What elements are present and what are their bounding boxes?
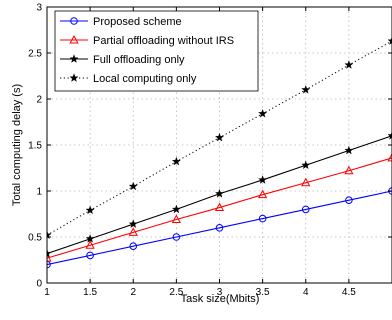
data-point-circle xyxy=(301,205,310,214)
series-2 xyxy=(47,152,392,262)
data-point-star xyxy=(387,131,392,140)
data-point-star xyxy=(85,205,95,215)
data-point-triangle xyxy=(47,253,52,262)
data-point-triangle xyxy=(257,189,268,199)
data-point-star xyxy=(171,156,181,166)
series-1 xyxy=(47,187,392,269)
y-tick-label: 0.5 xyxy=(28,233,42,244)
data-point-circle xyxy=(345,196,353,204)
y-tick-label: 1.5 xyxy=(28,141,42,152)
data-point-star xyxy=(214,132,225,142)
series-line xyxy=(47,190,392,266)
legend-label: Local computing only xyxy=(93,73,197,85)
data-point-star xyxy=(69,73,79,82)
x-tick-label: 3 xyxy=(217,287,223,298)
data-point-star xyxy=(258,175,268,184)
data-point-star xyxy=(344,145,354,155)
data-point-star xyxy=(69,54,79,63)
x-tick-label: 4 xyxy=(303,287,309,298)
data-point-star xyxy=(258,108,268,118)
data-point-triangle xyxy=(85,240,95,249)
legend: Proposed scheme Partial offloading withou… xyxy=(54,10,259,92)
series-layer xyxy=(47,36,392,269)
legend-label: Partial offloading without IRS xyxy=(93,35,234,47)
y-tick-label: 3 xyxy=(36,3,42,14)
data-point-circle xyxy=(172,233,181,241)
data-point-circle xyxy=(258,214,267,223)
data-point-triangle xyxy=(344,165,354,175)
x-axis-title: Task size(Mbits) xyxy=(181,293,260,305)
legend-item: Proposed scheme xyxy=(60,16,182,28)
data-point-triangle xyxy=(171,214,182,224)
legend-label: Full offloading only xyxy=(93,54,185,66)
y-tick-label: 0 xyxy=(36,279,42,290)
data-point-triangle xyxy=(301,177,311,187)
data-point-star xyxy=(387,36,392,45)
x-tick-label: 2.5 xyxy=(169,287,183,298)
y-axis-title: Total computing delay (s) xyxy=(11,84,23,206)
series-4 xyxy=(47,36,392,240)
data-point-star xyxy=(301,160,311,170)
data-point-triangle xyxy=(128,227,138,236)
data-point-triangle xyxy=(214,202,225,212)
data-point-star xyxy=(128,219,138,229)
series-3 xyxy=(47,131,392,258)
x-tick-label: 2 xyxy=(130,287,136,298)
data-point-triangle xyxy=(69,34,79,44)
data-point-star xyxy=(301,85,311,94)
axis-ticks: 1 1.5 2 2.5 3 3.5 4 4.5 0 0.5 1 1.5 2 2.5 3 xyxy=(28,3,392,298)
x-tick-label: 4.5 xyxy=(342,287,356,298)
legend-label: Proposed scheme xyxy=(93,16,182,28)
data-point-star xyxy=(214,188,225,198)
data-point-circle xyxy=(86,251,94,260)
data-point-circle xyxy=(129,242,138,250)
x-tick-label: 3.5 xyxy=(256,287,270,298)
data-point-star xyxy=(128,181,138,191)
y-tick-label: 1 xyxy=(36,187,42,198)
x-tick-label: 1.5 xyxy=(83,287,97,298)
legend-item: Local computing only xyxy=(60,73,197,85)
data-point-star xyxy=(344,60,354,69)
legend-item: Full offloading only xyxy=(60,54,185,66)
y-tick-label: 2 xyxy=(36,95,42,106)
y-tick-label: 2.5 xyxy=(28,49,42,60)
data-point-star xyxy=(47,248,52,258)
series-line xyxy=(47,157,392,259)
legend-item: Partial offloading without IRS xyxy=(60,34,234,47)
data-point-star xyxy=(85,234,95,243)
data-point-circle xyxy=(215,224,224,232)
data-point-triangle xyxy=(387,152,392,162)
data-point-circle xyxy=(70,17,78,25)
legend-box xyxy=(54,10,259,92)
data-point-star xyxy=(171,204,181,214)
x-tick-label: 1 xyxy=(44,287,50,298)
